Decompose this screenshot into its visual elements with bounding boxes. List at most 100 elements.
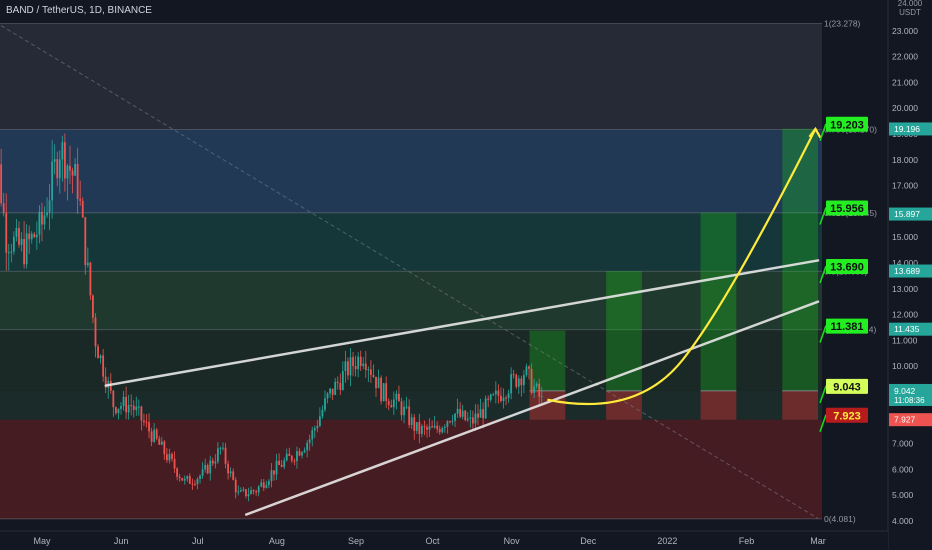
fib-label: 0(4.081)	[824, 514, 856, 524]
candle-body	[392, 399, 395, 408]
price-tick: 11.000	[892, 335, 918, 345]
profit-box	[529, 330, 566, 391]
candle-body	[234, 479, 237, 493]
projection-arrowhead	[808, 126, 822, 139]
price-tick: 14.000	[892, 258, 918, 268]
candle-body	[267, 481, 270, 486]
price-tick: 7.000	[892, 439, 914, 449]
candle-body	[280, 464, 283, 467]
current-price-value: 9.042	[894, 386, 916, 396]
candle-body	[357, 356, 360, 370]
candle-body	[540, 396, 543, 398]
time-tick: Sep	[348, 536, 364, 546]
candle-body	[160, 441, 163, 445]
fib-zone	[0, 23, 823, 130]
candle-body	[79, 199, 82, 201]
candle-body	[311, 430, 314, 440]
candle-body	[114, 407, 117, 414]
candle-body	[76, 164, 79, 200]
candle-body	[145, 422, 148, 424]
target-pointer	[819, 265, 827, 284]
candle-body	[262, 482, 265, 488]
target-label-box	[826, 258, 868, 274]
candle-body	[487, 398, 490, 400]
candle-body	[122, 396, 125, 407]
candle-body	[219, 447, 222, 449]
candle-body	[306, 442, 309, 451]
candle-body	[273, 470, 275, 475]
candle-body	[102, 355, 105, 377]
candle-body	[380, 377, 382, 402]
candle-body	[117, 408, 120, 414]
candle-body	[528, 366, 530, 369]
candle-body	[479, 409, 482, 418]
candle-body	[2, 203, 5, 213]
candle-body	[211, 460, 214, 464]
candle-body	[99, 355, 102, 359]
current-price-tag	[889, 383, 932, 406]
candle-body	[260, 482, 263, 487]
candle-body	[143, 420, 145, 423]
candle-body	[413, 417, 416, 431]
candle-body	[515, 374, 518, 387]
candle-body	[441, 428, 444, 433]
candle-body	[474, 413, 477, 424]
candle-body	[285, 453, 288, 461]
profit-box	[606, 270, 642, 391]
candle-body	[484, 398, 487, 419]
candle-body	[303, 450, 306, 453]
candle-body	[431, 426, 433, 428]
candle-body	[443, 426, 446, 429]
candle-body	[438, 429, 441, 433]
candle-body	[181, 478, 184, 481]
candle-body	[290, 455, 293, 461]
price-axis-top: 24.000	[898, 0, 923, 8]
candle-body	[155, 429, 158, 439]
candle-body	[477, 413, 479, 418]
price-tick: 6.000	[892, 464, 914, 474]
target-label-text: 19.203	[830, 119, 864, 131]
candle-body	[464, 410, 467, 421]
time-axis[interactable]: May Jun Jul Aug Sep Oct Nov Dec 2022 Feb Mar	[33, 536, 825, 546]
candle-body	[313, 428, 316, 431]
candle-body	[209, 460, 212, 474]
candle-body	[275, 460, 278, 475]
candle-body	[237, 491, 240, 493]
candle-body	[158, 438, 161, 445]
price-tag-text: 19.196	[894, 124, 920, 134]
candle-body	[522, 375, 525, 386]
candle-body	[168, 453, 171, 461]
candle-body	[403, 406, 405, 416]
candle-body	[482, 409, 484, 419]
candle-body	[535, 383, 538, 387]
time-axis-background	[0, 531, 888, 550]
candle-body	[239, 490, 242, 492]
target-label-box	[826, 378, 868, 394]
candle-body	[423, 426, 426, 428]
candle-body	[489, 394, 492, 400]
candle-body	[298, 451, 301, 456]
target-label-box	[826, 407, 868, 423]
candle-body	[530, 368, 533, 393]
candle-body	[35, 234, 38, 238]
target-label-text: 11.381	[830, 321, 863, 333]
candle-body	[204, 465, 207, 470]
time-tick: Mar	[810, 536, 826, 546]
candle-body	[461, 410, 464, 417]
target-label-text: 13.690	[830, 261, 864, 273]
candle-body	[81, 200, 84, 218]
projection-curve	[547, 126, 822, 406]
candle-body	[382, 383, 385, 402]
candle-body	[395, 393, 398, 400]
fib-label: 1(23.278)	[824, 19, 861, 29]
price-tick: 17.000	[892, 181, 918, 191]
candle-body	[347, 361, 349, 376]
candle-body	[38, 211, 41, 235]
price-tag-box	[889, 264, 932, 278]
candle-body	[43, 215, 46, 225]
candle-body	[451, 420, 454, 422]
price-tag-box	[889, 413, 932, 427]
target-pointer	[819, 325, 827, 343]
candle-body	[449, 421, 451, 423]
